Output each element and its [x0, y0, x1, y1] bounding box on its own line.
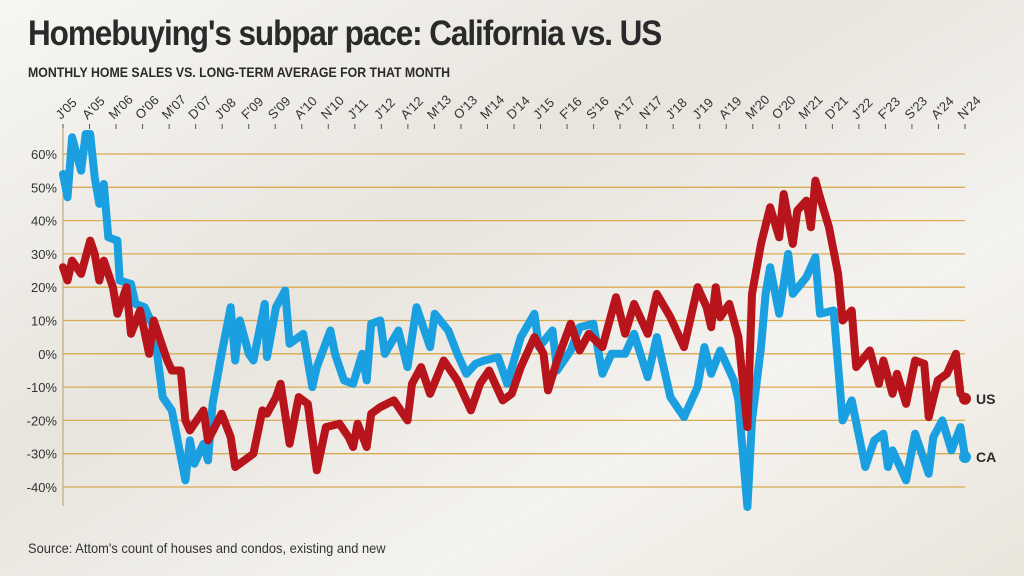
x-tick-label: O'13	[450, 92, 480, 122]
x-tick-label: M'20	[742, 92, 772, 122]
x-tick-label: J'22	[848, 95, 875, 122]
x-tick-label: J'19	[689, 95, 716, 122]
x-tick-label: J'18	[663, 95, 690, 122]
series-label-us: US	[976, 391, 995, 407]
x-tick-label: M'06	[106, 92, 136, 122]
x-tick-label: N'17	[636, 93, 665, 122]
x-tick-label: O'06	[132, 92, 162, 122]
x-tick-label: D'14	[504, 93, 533, 122]
source-note: Source: Attom's count of houses and cond…	[28, 540, 386, 556]
x-tick-label: F'16	[557, 94, 585, 122]
x-tick-label: M'21	[795, 92, 825, 122]
x-tick-label: A'24	[928, 93, 957, 122]
y-tick-label: 20%	[31, 280, 57, 295]
x-tick-label: M'07	[159, 92, 189, 122]
x-tick-label: J'05	[53, 95, 80, 122]
series-line-us	[59, 176, 969, 475]
x-tick-label: F'09	[238, 94, 266, 122]
series-label-ca: CA	[976, 449, 996, 465]
x-tick-label: S'09	[265, 93, 294, 122]
x-tick-label: S'16	[583, 93, 612, 122]
x-tick-label: J'11	[344, 96, 371, 123]
x-tick-label: A'12	[397, 93, 426, 122]
series-line-ca	[59, 130, 969, 511]
chart-title: Homebuying's subpar pace: California vs.…	[28, 14, 662, 53]
x-tick-label: F'23	[875, 94, 903, 122]
y-tick-label: 60%	[31, 147, 57, 162]
x-tick-label: A'10	[291, 93, 320, 122]
x-tick-label: M'13	[424, 92, 454, 122]
y-tick-label: 50%	[31, 180, 57, 195]
x-tick-label: A'17	[610, 93, 639, 122]
x-tick-label: A'19	[716, 93, 745, 122]
x-tick-label: N'24	[955, 93, 984, 122]
x-tick-label: D'21	[822, 93, 851, 122]
x-tick-label: S'23	[901, 93, 930, 122]
end-marker-ca	[959, 451, 971, 464]
x-tick-label: J'12	[371, 95, 398, 122]
end-marker-us	[959, 392, 971, 405]
y-tick-label: -20%	[27, 413, 58, 428]
y-tick-label: 40%	[31, 214, 57, 229]
y-tick-label: 10%	[31, 314, 57, 329]
x-tick-label: M'14	[477, 92, 507, 122]
x-tick-label: A'05	[79, 93, 108, 122]
y-tick-label: -40%	[27, 480, 58, 495]
y-tick-label: 30%	[31, 247, 57, 262]
y-tick-label: 0%	[38, 347, 57, 362]
y-tick-label: -30%	[27, 447, 58, 462]
x-tick-label: J'15	[530, 95, 557, 122]
x-tick-label: O'20	[769, 92, 799, 122]
x-tick-label: D'07	[185, 93, 214, 122]
x-tick-label: N'10	[318, 93, 347, 122]
x-tick-label: J'08	[212, 95, 239, 122]
chart-subtitle: MONTHLY HOME SALES VS. LONG-TERM AVERAGE…	[28, 64, 451, 80]
y-tick-label: -10%	[27, 380, 58, 395]
